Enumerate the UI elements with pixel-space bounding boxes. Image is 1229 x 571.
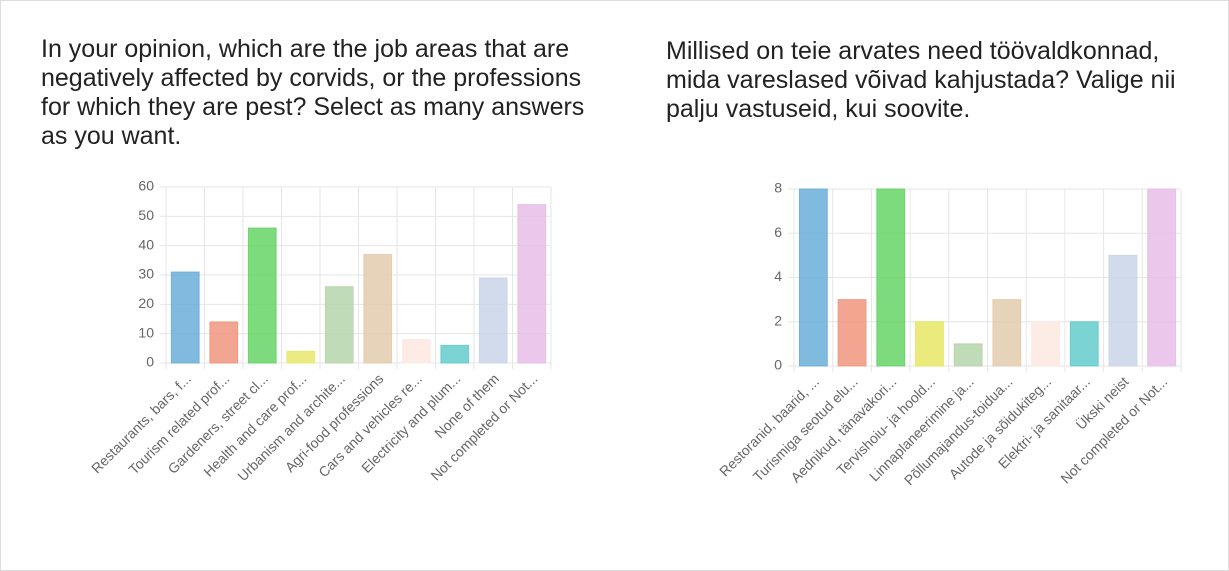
bar	[517, 204, 547, 364]
bar	[363, 253, 393, 364]
bar	[324, 286, 354, 364]
y-tick-label: 50	[138, 207, 154, 223]
bar	[401, 339, 431, 364]
bar	[1031, 321, 1060, 367]
bar	[1069, 321, 1099, 367]
y-tick-label: 8	[774, 180, 782, 196]
y-tick-label: 60	[138, 178, 154, 194]
bar	[992, 299, 1022, 367]
bar	[286, 350, 316, 364]
bar	[798, 188, 828, 367]
bar	[915, 321, 944, 367]
y-tick-label: 10	[138, 324, 154, 340]
bar	[1147, 188, 1177, 367]
chart-title: In your opinion, which are the job areas…	[41, 35, 585, 150]
y-tick-label: 40	[138, 236, 154, 252]
bar	[953, 343, 983, 367]
bar	[170, 271, 200, 364]
y-tick-label: 4	[774, 268, 782, 284]
bar	[1108, 254, 1138, 367]
y-tick-label: 0	[146, 354, 154, 370]
chart-title: Millised on teie arvates need töövaldkon…	[666, 37, 1176, 123]
y-tick-label: 2	[774, 312, 782, 328]
bar	[478, 277, 508, 364]
bar	[876, 188, 906, 367]
y-tick-label: 0	[774, 357, 782, 373]
y-tick-label: 6	[774, 224, 782, 240]
bar	[837, 299, 867, 367]
y-tick-label: 30	[138, 266, 154, 282]
y-tick-label: 20	[138, 295, 154, 311]
bar	[440, 344, 470, 364]
bar	[247, 227, 277, 364]
bar	[209, 321, 239, 364]
